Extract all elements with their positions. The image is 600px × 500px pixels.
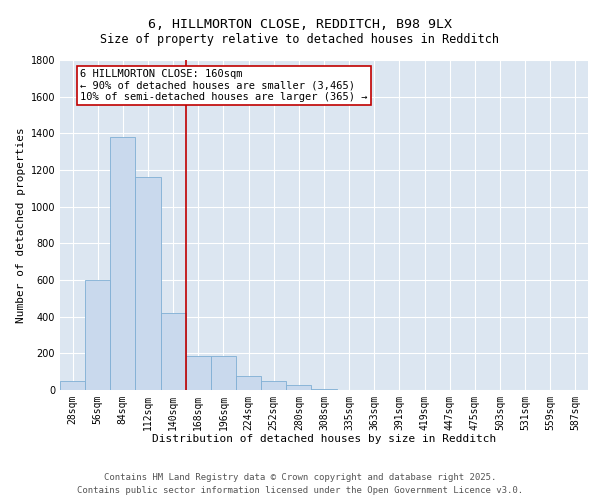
Text: 6, HILLMORTON CLOSE, REDDITCH, B98 9LX: 6, HILLMORTON CLOSE, REDDITCH, B98 9LX	[148, 18, 452, 30]
Bar	[236, 376, 261, 390]
Bar	[136, 178, 161, 390]
Bar	[261, 381, 286, 390]
Bar	[161, 313, 186, 390]
X-axis label: Distribution of detached houses by size in Redditch: Distribution of detached houses by size …	[152, 434, 496, 444]
Bar	[286, 386, 311, 390]
Text: Contains HM Land Registry data © Crown copyright and database right 2025.
Contai: Contains HM Land Registry data © Crown c…	[77, 474, 523, 495]
Bar	[60, 381, 85, 390]
Y-axis label: Number of detached properties: Number of detached properties	[16, 127, 26, 323]
Bar	[85, 280, 110, 390]
Text: Size of property relative to detached houses in Redditch: Size of property relative to detached ho…	[101, 32, 499, 46]
Bar	[186, 356, 211, 390]
Bar	[110, 137, 136, 390]
Bar	[211, 356, 236, 390]
Text: 6 HILLMORTON CLOSE: 160sqm
← 90% of detached houses are smaller (3,465)
10% of s: 6 HILLMORTON CLOSE: 160sqm ← 90% of deta…	[80, 69, 368, 102]
Bar	[311, 389, 337, 390]
